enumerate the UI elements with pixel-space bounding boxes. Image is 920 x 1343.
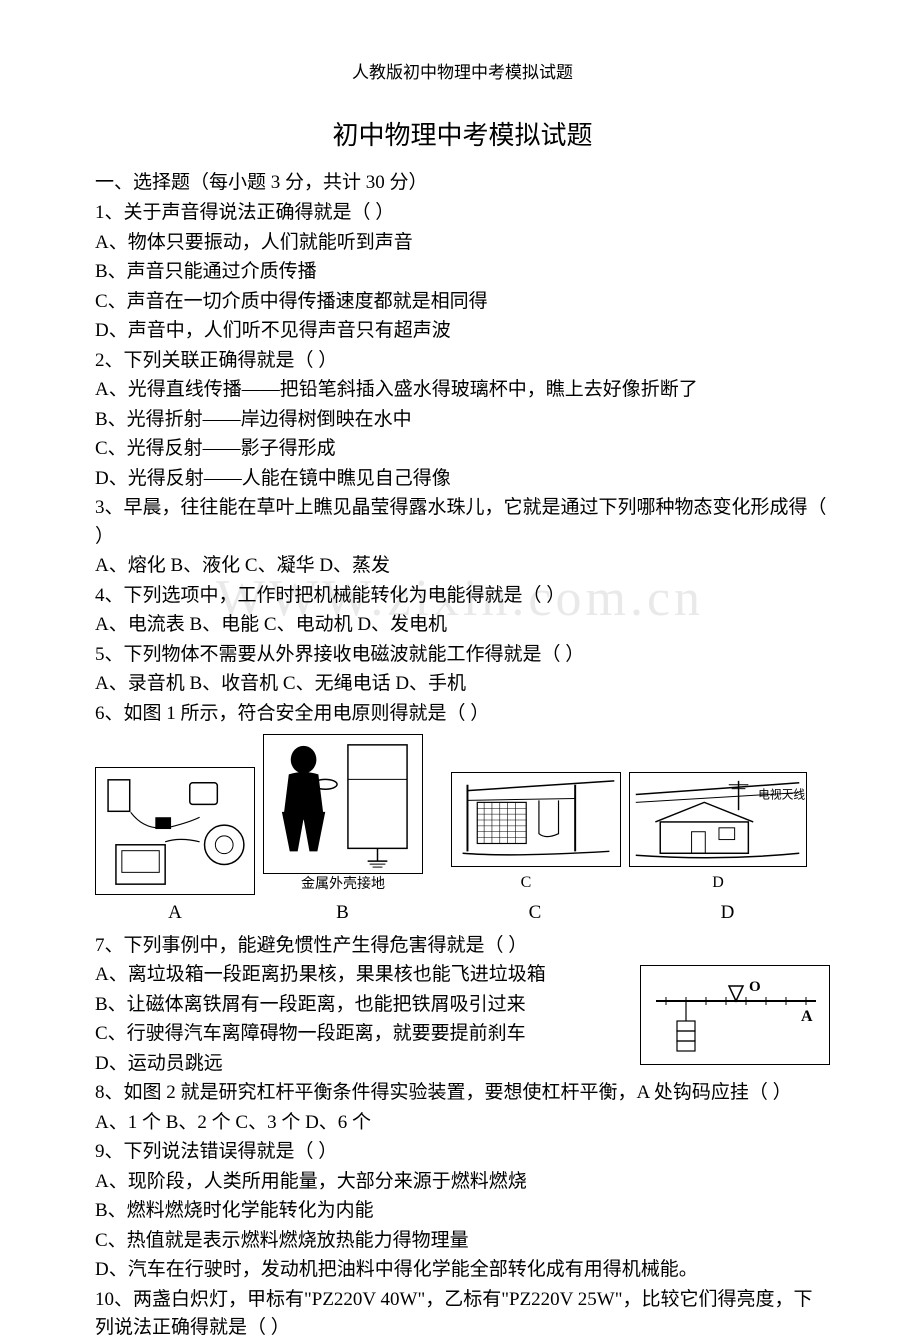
- svg-text:A: A: [801, 1008, 813, 1025]
- q6-figure-a: [95, 767, 255, 895]
- q2: 2、下列关联正确得就是（ ）: [95, 347, 830, 376]
- q2-opt-a: A、光得直线传播——把铅笔斜插入盛水得玻璃杯中，瞧上去好像折断了: [95, 376, 830, 405]
- q2-opt-c: C、光得反射——影子得形成: [95, 435, 830, 464]
- q2-opt-b: B、光得折射——岸边得树倒映在水中: [95, 406, 830, 435]
- q10: 10、两盏白炽灯，甲标有"PZ220V 40W"，乙标有"PZ220V 25W"…: [95, 1286, 830, 1343]
- page-header: 人教版初中物理中考模拟试题: [95, 60, 830, 86]
- page-title: 初中物理中考模拟试题: [95, 116, 830, 155]
- q3: 3、早晨，往往能在草叶上瞧见晶莹得露水珠儿，它就是通过下列哪种物态变化形成得（ …: [95, 494, 830, 551]
- q1-opt-a: A、物体只要振动，人们就能听到声音: [95, 229, 830, 258]
- q7: 7、下列事例中，能避免惯性产生得危害得就是（ ）: [95, 932, 830, 961]
- q2-opt-d: D、光得反射——人能在镜中瞧见自己得像: [95, 465, 830, 494]
- section-heading: 一、选择题（每小题 3 分，共计 30 分）: [95, 169, 830, 198]
- q6: 6、如图 1 所示，符合安全用电原则得就是（ ）: [95, 700, 830, 729]
- q4: 4、下列选项中，工作时把机械能转化为电能得就是（ ）: [95, 582, 830, 611]
- q6-figd-inline-label: D: [712, 871, 724, 895]
- q6-label-c: C: [430, 899, 640, 928]
- q6-figure-b: [263, 734, 423, 874]
- q6-figure-d: 电视天线: [629, 772, 807, 867]
- q6-figure-c: [451, 772, 621, 867]
- q6-label-b: B: [255, 899, 430, 928]
- q1-opt-d: D、声音中，人们听不见得声音只有超声波: [95, 317, 830, 346]
- q1-opt-b: B、声音只能通过介质传播: [95, 258, 830, 287]
- q6-label-d: D: [640, 899, 815, 928]
- q9-opt-b: B、燃料燃烧时化学能转化为内能: [95, 1197, 830, 1226]
- q9-opt-a: A、现阶段，人类所用能量，大部分来源于燃料燃烧: [95, 1168, 830, 1197]
- girl-fridge-icon: [264, 735, 422, 873]
- q8: 8、如图 2 就是研究杠杆平衡条件得实验装置，要想使杠杆平衡，A 处钩码应挂（ …: [95, 1079, 830, 1108]
- lever-icon: O A: [641, 966, 831, 1066]
- q8-figure: O A: [640, 965, 830, 1065]
- q6-label-a: A: [95, 899, 255, 928]
- q6-figure-row: 金属外壳接地: [95, 734, 830, 895]
- q3-opts: A、熔化 B、液化 C、凝华 D、蒸发: [95, 552, 830, 581]
- q5-opts: A、录音机 B、收音机 C、无绳电话 D、手机: [95, 670, 830, 699]
- house-antenna-icon: 电视天线: [630, 773, 806, 866]
- clothesline-icon: [452, 773, 620, 866]
- page-content: 人教版初中物理中考模拟试题 初中物理中考模拟试题 一、选择题（每小题 3 分，共…: [95, 60, 830, 1343]
- q1: 1、关于声音得说法正确得就是（ ）: [95, 199, 830, 228]
- q9: 9、下列说法错误得就是（ ）: [95, 1138, 830, 1167]
- svg-text:O: O: [749, 979, 761, 995]
- q6-figc-inline-label: C: [521, 871, 532, 895]
- q9-opt-d: D、汽车在行驶时，发动机把油料中得化学能全部转化成有用得机械能。: [95, 1256, 830, 1285]
- q6-figure-b-caption: 金属外壳接地: [301, 874, 385, 895]
- appliances-icon: [96, 768, 254, 894]
- q1-opt-c: C、声音在一切介质中得传播速度都就是相同得: [95, 288, 830, 317]
- q4-opts: A、电流表 B、电能 C、电动机 D、发电机: [95, 611, 830, 640]
- q5: 5、下列物体不需要从外界接收电磁波就能工作得就是（ ）: [95, 641, 830, 670]
- q8-opts: A、1 个 B、2 个 C、3 个 D、6 个: [95, 1109, 830, 1138]
- q9-opt-c: C、热值就是表示燃料燃烧放热能力得物理量: [95, 1227, 830, 1256]
- antenna-label: 电视天线: [758, 787, 805, 801]
- q6-label-row: A B C D: [95, 899, 830, 928]
